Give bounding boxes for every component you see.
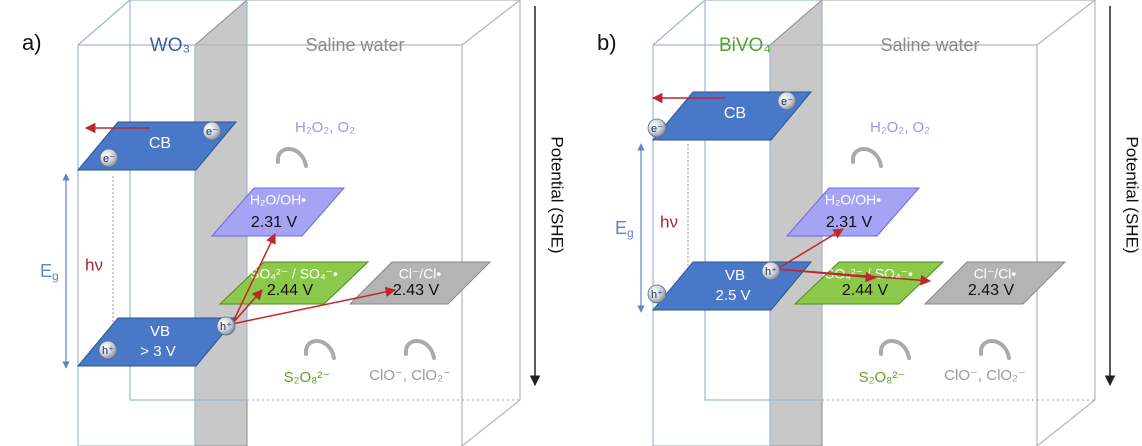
reaction-curl [406,341,434,358]
water-edge [462,400,520,446]
axis-label: Potential (SHE) [1123,136,1142,253]
couple-label: Cl⁻/Cl• [974,266,1017,282]
medium-label: Saline water [305,35,404,55]
panel-label: b) [597,30,617,55]
frame-edge [78,0,130,45]
couple-potential: 2.44 V [267,282,314,299]
semiconductor-front [78,45,195,446]
band-gap-subscript: g [52,269,59,283]
panel: a) WO₃ Saline water Potential (SHE) Eg hν CB VB… [22,0,567,446]
couple-label: H₂O/OH• [825,192,881,208]
reaction-curl [306,341,334,358]
band-gap-symbol: E [40,261,52,281]
material-label: WO₃ [150,35,190,56]
reaction-curl [881,341,909,358]
page: {"panels": [ {"label": "a)", "material":… [0,0,1142,446]
band-gap-label: Eg [40,261,59,283]
couple-potential: 2.31 V [251,214,298,231]
water-edge [1037,400,1095,446]
reaction-curl [278,149,306,166]
electron-label: e⁻ [103,153,115,165]
band-gap-label: Eg [615,218,634,240]
couple-potential: 2.44 V [842,282,889,299]
axis-label: Potential (SHE) [548,136,567,253]
figure: a) WO₃ Saline water Potential (SHE) Eg hν CB VB… [0,0,1142,446]
product-label: S₂O₈²⁻ [284,369,331,386]
medium-label: Saline water [880,35,979,55]
panel: b) BiVO₄ Saline water Potential (SHE) Eg hν CB… [597,0,1142,446]
material-label: BiVO₄ [719,35,771,56]
couple-label: SO₄²⁻ / SO₄⁻• [250,266,338,282]
frame-edge [653,0,705,45]
hole-label: h⁺ [102,345,114,357]
reaction-curl [981,341,1009,358]
product-label: H₂O₂, O₂ [870,119,930,136]
hole-label: h⁺ [651,289,663,301]
vb-potential: 2.5 V [715,287,750,304]
reaction-curl [853,149,881,166]
vb-label: VB [150,323,170,340]
cb-label: CB [724,105,746,122]
vb-potential: > 3 V [140,343,175,360]
hole-label: h⁺ [220,321,232,333]
band-gap-subscript: g [627,226,634,240]
electron-label: e⁻ [781,96,793,108]
couple-potential: 2.43 V [968,282,1015,299]
hole-label: h⁺ [765,266,777,278]
cb-label: CB [149,135,171,152]
product-label: ClO⁻, ClO₂⁻ [369,367,451,384]
couple-potential: 2.31 V [826,214,873,231]
water-edge [462,0,520,45]
photon-label: hν [660,212,678,231]
couple-label: Cl⁻/Cl• [399,266,442,282]
water-edge [1037,0,1095,45]
panel-label: a) [22,30,42,55]
product-label: ClO⁻, ClO₂⁻ [944,367,1026,384]
product-label: H₂O₂, O₂ [295,119,355,136]
couple-label: H₂O/OH• [250,192,306,208]
couple-potential: 2.43 V [393,282,440,299]
band-gap-symbol: E [615,218,627,238]
electron-label: e⁻ [651,123,663,135]
product-label: S₂O₈²⁻ [859,369,906,386]
vb-label: VB [725,267,745,284]
electron-label: e⁻ [206,126,218,138]
photon-label: hν [85,255,103,274]
